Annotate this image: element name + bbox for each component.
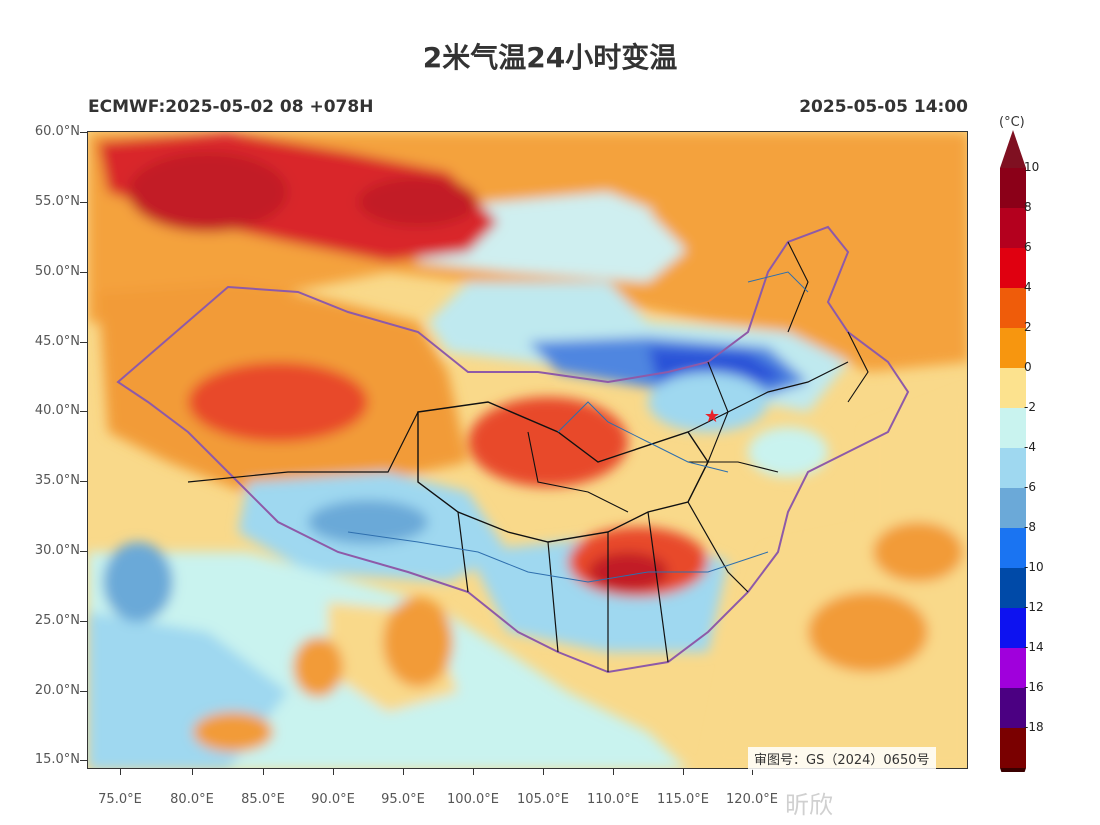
lon-label: 110.0°E bbox=[587, 792, 639, 807]
watermark: 昕欣 bbox=[785, 791, 833, 819]
colorbar-segment bbox=[1000, 488, 1026, 528]
lat-label: 25.0°N bbox=[34, 613, 80, 628]
lat-tick bbox=[80, 411, 87, 412]
colorbar-label: 4 bbox=[1024, 280, 1032, 294]
colorbar-segment bbox=[1000, 688, 1026, 728]
lon-label: 85.0°E bbox=[241, 792, 285, 807]
lat-tick bbox=[80, 621, 87, 622]
lon-label: 100.0°E bbox=[447, 792, 499, 807]
colorbar-bottom-arrow bbox=[1000, 768, 1026, 772]
lat-tick bbox=[80, 691, 87, 692]
lat-tick bbox=[80, 342, 87, 343]
lat-label: 20.0°N bbox=[34, 683, 80, 698]
lat-label: 50.0°N bbox=[34, 264, 80, 279]
temperature-field bbox=[88, 132, 967, 768]
lat-tick bbox=[80, 132, 87, 133]
map-review-number: 审图号：GS（2024）0650号 bbox=[748, 747, 936, 770]
lon-tick bbox=[333, 769, 334, 775]
lat-label: 45.0°N bbox=[34, 334, 80, 349]
colorbar-label: -16 bbox=[1024, 680, 1044, 694]
lon-tick bbox=[192, 769, 193, 775]
colorbar-segment bbox=[1000, 208, 1026, 248]
colorbar-segment bbox=[1000, 608, 1026, 648]
colorbar-segment bbox=[1000, 448, 1026, 488]
colorbar-segment bbox=[1000, 648, 1026, 688]
colorbar-segment bbox=[1000, 288, 1026, 328]
lat-tick bbox=[80, 272, 87, 273]
lon-tick bbox=[120, 769, 121, 775]
colorbar-segment bbox=[1000, 408, 1026, 448]
lon-tick bbox=[752, 769, 753, 775]
beijing-marker-icon: ★ bbox=[704, 406, 720, 427]
colorbar-segment bbox=[1000, 568, 1026, 608]
lon-tick bbox=[543, 769, 544, 775]
lon-label: 105.0°E bbox=[517, 792, 569, 807]
colorbar-label: 0 bbox=[1024, 360, 1032, 374]
colorbar-top-arrow bbox=[1000, 130, 1026, 168]
river-lines bbox=[347, 271, 809, 583]
colorbar-label: -12 bbox=[1024, 600, 1044, 614]
lat-label: 60.0°N bbox=[34, 124, 80, 139]
model-run-label: ECMWF:2025-05-02 08 +078H bbox=[88, 97, 374, 117]
lon-label: 120.0°E bbox=[726, 792, 778, 807]
lon-label: 80.0°E bbox=[170, 792, 214, 807]
boundary-lines bbox=[116, 225, 910, 674]
colorbar-segment bbox=[1000, 728, 1026, 768]
lat-tick bbox=[80, 760, 87, 761]
lat-label: 40.0°N bbox=[34, 403, 80, 418]
colorbar-label: 10 bbox=[1024, 160, 1040, 174]
lon-label: 95.0°E bbox=[381, 792, 425, 807]
colorbar-label: -4 bbox=[1024, 440, 1036, 454]
lon-label: 115.0°E bbox=[657, 792, 709, 807]
colorbar-label: -8 bbox=[1024, 520, 1036, 534]
colorbar-label: 2 bbox=[1024, 320, 1032, 334]
lon-tick bbox=[613, 769, 614, 775]
lon-tick bbox=[473, 769, 474, 775]
colorbar bbox=[1000, 130, 1026, 772]
colorbar-segment bbox=[1000, 368, 1026, 408]
colorbar-segment bbox=[1000, 168, 1026, 208]
lon-tick bbox=[263, 769, 264, 775]
colorbar-label: -14 bbox=[1024, 640, 1044, 654]
colorbar-label: 8 bbox=[1024, 200, 1032, 214]
lat-label: 15.0°N bbox=[34, 752, 80, 767]
colorbar-label: -10 bbox=[1024, 560, 1044, 574]
temperature-change-map: ★ bbox=[87, 131, 968, 769]
colorbar-segment bbox=[1000, 328, 1026, 368]
lat-tick bbox=[80, 202, 87, 203]
colorbar-unit: (°C) bbox=[999, 115, 1025, 130]
colorbar-segment bbox=[1000, 248, 1026, 288]
colorbar-segment bbox=[1000, 528, 1026, 568]
valid-time-label: 2025-05-05 14:00 bbox=[799, 97, 968, 117]
colorbar-label: -6 bbox=[1024, 480, 1036, 494]
lon-tick bbox=[403, 769, 404, 775]
lat-label: 55.0°N bbox=[34, 194, 80, 209]
lon-label: 75.0°E bbox=[98, 792, 142, 807]
lat-tick bbox=[80, 551, 87, 552]
lon-label: 90.0°E bbox=[311, 792, 355, 807]
colorbar-label: -18 bbox=[1024, 720, 1044, 734]
lat-label: 30.0°N bbox=[34, 543, 80, 558]
colorbar-label: -2 bbox=[1024, 400, 1036, 414]
map-title: 2米气温24小时变温 bbox=[422, 41, 678, 74]
lat-label: 35.0°N bbox=[34, 473, 80, 488]
map-canvas: ★ bbox=[88, 132, 967, 768]
lat-tick bbox=[80, 481, 87, 482]
colorbar-label: 6 bbox=[1024, 240, 1032, 254]
lon-tick bbox=[683, 769, 684, 775]
